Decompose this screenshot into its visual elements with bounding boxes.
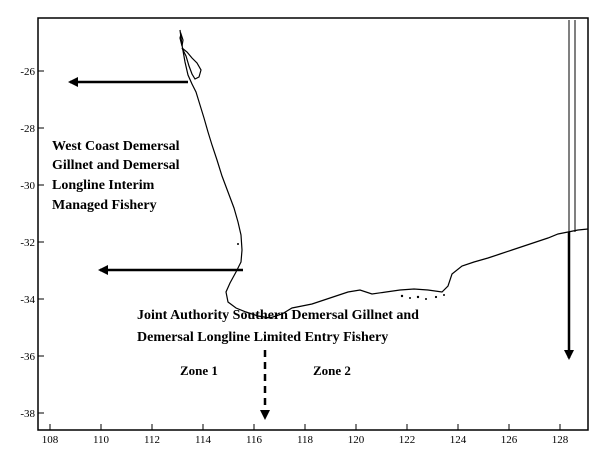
- island-outline: [179, 31, 184, 47]
- x-axis-labels: 108 110 112 114 116 118 120 122 124 126 …: [42, 434, 569, 446]
- x-tick-label: 118: [297, 434, 314, 446]
- zone-2-label: Zone 2: [313, 363, 351, 378]
- west-coast-fishery-line: Longline Interim: [52, 178, 155, 193]
- west-coast-fishery-line: Gillnet and Demersal: [52, 158, 180, 173]
- west-coast-fishery-label: West Coast Demersal Gillnet and Demersal…: [52, 139, 180, 213]
- y-axis-ticks: [38, 70, 44, 414]
- island-outline: [181, 47, 202, 80]
- y-tick-label: -30: [20, 180, 35, 192]
- y-tick-label: -38: [20, 408, 35, 420]
- y-tick-label: -36: [20, 351, 35, 363]
- west-coast-fishery-line: Managed Fishery: [52, 198, 157, 213]
- x-tick-label: 114: [195, 434, 212, 446]
- y-tick-label: -28: [20, 123, 35, 135]
- x-tick-label: 116: [246, 434, 263, 446]
- x-tick-label: 112: [144, 434, 160, 446]
- x-tick-label: 120: [348, 434, 365, 446]
- southern-fishery-line: Demersal Longline Limited Entry Fishery: [137, 330, 388, 345]
- plot-frame: [37, 17, 589, 431]
- x-tick-label: 128: [552, 434, 569, 446]
- southern-fishery-label: Joint Authority Southern Demersal Gillne…: [137, 308, 419, 345]
- y-tick-label: -34: [20, 294, 35, 306]
- x-tick-label: 126: [501, 434, 518, 446]
- x-tick-label: 108: [42, 434, 59, 446]
- y-tick-label: -26: [20, 66, 35, 78]
- y-axis-labels: -26 -28 -30 -32 -34 -36 -38: [20, 66, 35, 420]
- x-axis-ticks: [49, 424, 561, 430]
- zone-1-label: Zone 1: [180, 363, 218, 378]
- x-tick-label: 110: [93, 434, 110, 446]
- y-tick-label: -32: [20, 237, 35, 249]
- coastline: [179, 29, 589, 319]
- southern-fishery-line: Joint Authority Southern Demersal Gillne…: [137, 308, 419, 323]
- x-tick-label: 124: [450, 434, 467, 446]
- west-coast-fishery-line: West Coast Demersal: [52, 139, 180, 154]
- x-tick-label: 122: [399, 434, 416, 446]
- islands: [237, 243, 445, 300]
